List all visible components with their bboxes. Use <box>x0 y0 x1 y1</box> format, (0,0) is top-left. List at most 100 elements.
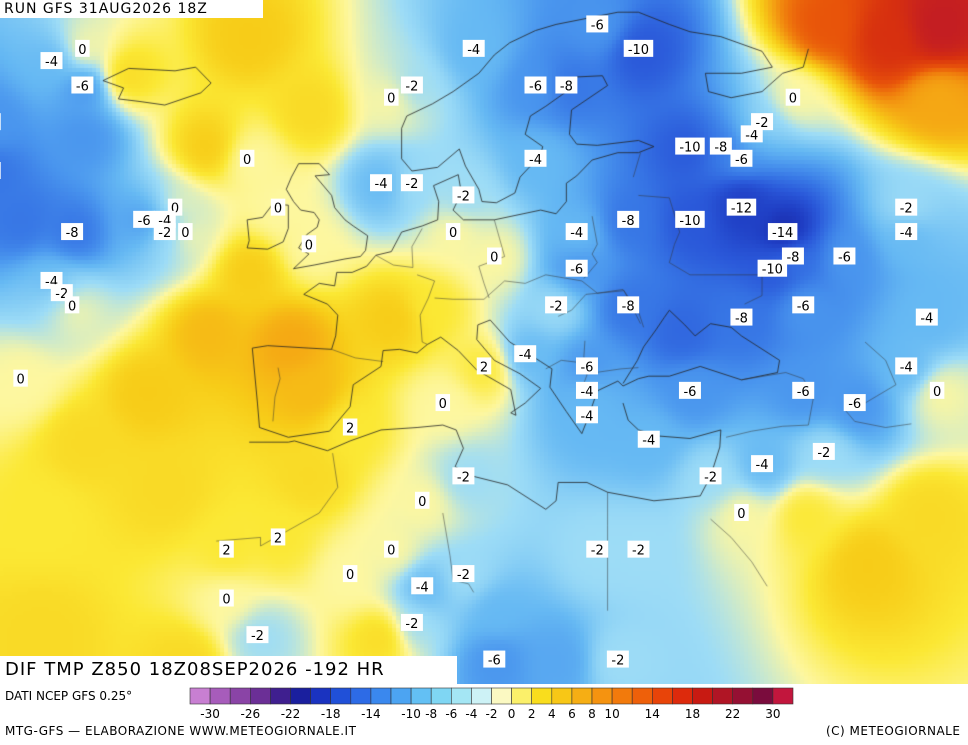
legend-swatch <box>471 687 492 705</box>
map-value-text: 0 <box>449 226 457 241</box>
map-value-label: -8 <box>617 210 640 229</box>
map-value-label-box <box>462 39 485 57</box>
map-value-text: -4 <box>920 312 933 327</box>
legend-swatch <box>330 687 352 705</box>
map-value-label: 2 <box>270 528 286 546</box>
map-value-label: -6 <box>133 210 156 229</box>
map-value-text: -8 <box>66 226 79 241</box>
map-label-overlay: 0-4-6-6-800-6-4-20-8-4-200000-2-4-6-6-8-… <box>0 15 945 669</box>
map-value-label: -8 <box>617 296 640 314</box>
map-value-label: -4 <box>40 52 63 70</box>
map-value-label-box <box>895 223 918 241</box>
map-value-text: -2 <box>611 654 624 669</box>
map-value-label: 0 <box>929 381 945 400</box>
map-value-text: -6 <box>570 263 583 278</box>
map-value-label: -4 <box>895 357 918 375</box>
map-value-label: -10 <box>757 259 788 278</box>
map-value-label: -4 <box>915 308 938 327</box>
legend-tick-label: -2 <box>486 707 498 721</box>
map-value-text: -10 <box>679 214 700 229</box>
map-value-text: -8 <box>622 299 635 314</box>
map-value-text: 0 <box>387 92 395 107</box>
map-value-label-box <box>400 613 423 631</box>
map-value-label: -8 <box>781 247 804 266</box>
map-value-label-box <box>792 296 815 314</box>
map-value-label-box <box>575 381 598 399</box>
map-value-label-box <box>812 442 835 460</box>
map-value-text: 0 <box>305 238 313 253</box>
map-value-label: 0 <box>64 296 80 314</box>
legend-tick-label: -18 <box>321 707 341 721</box>
map-value-label-box <box>414 491 430 509</box>
map-value-text: -2 <box>550 299 563 314</box>
map-value-label-box <box>342 565 358 583</box>
map-value-label: -10 <box>623 39 654 58</box>
legend-swatch <box>350 687 372 705</box>
map-value-text: -4 <box>416 580 429 595</box>
map-value-label-box <box>400 76 423 94</box>
map-value-text: -2 <box>756 116 769 131</box>
map-value-text: 0 <box>16 373 24 388</box>
map-value-text: 0 <box>387 544 395 559</box>
map-value-label-box <box>565 259 588 277</box>
map-value-label-box <box>384 540 399 558</box>
map-value-text: -4 <box>529 153 542 168</box>
map-value-text: -6 <box>529 80 542 95</box>
map-value-label-box <box>575 406 598 424</box>
map-value-text: -6 <box>138 214 151 229</box>
map-value-label: 0 <box>435 394 451 412</box>
map-value-label: -2 <box>751 113 774 131</box>
temperature-anomaly-map <box>0 0 968 684</box>
map-value-label-box <box>452 565 475 583</box>
map-value-label: -4 <box>895 223 918 241</box>
legend-tick-label: 0 <box>508 707 516 721</box>
map-value-label-box <box>617 296 640 314</box>
map-value-text: 0 <box>737 507 745 522</box>
map-value-label-box <box>452 186 475 204</box>
map-value-label: -2 <box>153 223 176 241</box>
map-value-label-box <box>133 210 156 228</box>
legend-tick-label: -22 <box>281 707 301 721</box>
legend-tick-label: 18 <box>685 707 700 721</box>
map-value-label: 0 <box>342 565 358 583</box>
map-value-text: 0 <box>222 593 230 608</box>
map-value-text: 2 <box>480 360 488 375</box>
map-value-text: -14 <box>772 226 793 241</box>
map-value-label: -4 <box>411 577 434 595</box>
map-value-text: -6 <box>797 385 810 400</box>
map-value-text: -4 <box>756 458 769 473</box>
map-value-text: 0 <box>274 202 282 217</box>
legend-swatch <box>611 687 633 705</box>
map-value-label-box <box>483 650 506 668</box>
map-value-label-box <box>785 88 801 106</box>
map-value-label: -2 <box>452 186 475 204</box>
map-value-label-box <box>767 223 798 241</box>
map-value-label-box <box>0 162 1 179</box>
map-value-text: 2 <box>346 422 354 437</box>
map-value-label-box <box>757 259 788 277</box>
legend-swatch <box>270 687 291 705</box>
map-value-text: -6 <box>580 360 593 375</box>
legend-tick-label: 6 <box>568 707 576 721</box>
map-value-text: 0 <box>439 397 447 412</box>
map-value-label-box <box>751 113 774 131</box>
map-value-label-box <box>586 15 609 33</box>
legend-swatch <box>672 687 693 705</box>
map-value-text: -6 <box>838 251 851 266</box>
legend-tick-label: 2 <box>528 707 536 721</box>
map-value-label: -6 <box>575 357 598 375</box>
map-value-text: -4 <box>570 226 583 241</box>
map-value-label-box <box>370 174 393 192</box>
map-value-text: -2 <box>457 568 470 583</box>
map-value-text: -4 <box>900 360 913 375</box>
legend-swatch <box>430 687 452 705</box>
map-value-label-box <box>617 210 640 228</box>
map-value-label: 0 <box>445 223 461 241</box>
map-value-text: -6 <box>591 18 604 33</box>
map-value-text: -6 <box>735 153 748 168</box>
map-value-label-box <box>61 223 84 241</box>
map-value-text: -4 <box>745 128 758 143</box>
legend-tick-label: -8 <box>425 707 437 721</box>
map-value-label: -4 <box>637 430 660 449</box>
map-value-label-box <box>675 137 705 155</box>
